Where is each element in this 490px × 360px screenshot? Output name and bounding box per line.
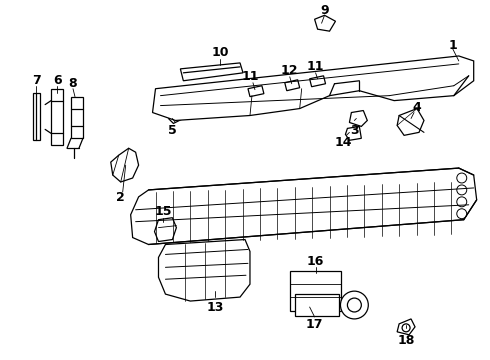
Polygon shape — [285, 80, 300, 91]
Circle shape — [341, 291, 368, 319]
Polygon shape — [345, 126, 361, 140]
Polygon shape — [51, 89, 63, 145]
Polygon shape — [158, 239, 250, 301]
Text: 8: 8 — [69, 77, 77, 90]
Circle shape — [457, 209, 467, 219]
Polygon shape — [33, 93, 40, 140]
Polygon shape — [349, 111, 368, 126]
Text: 15: 15 — [155, 205, 172, 218]
Circle shape — [347, 298, 361, 312]
Text: 12: 12 — [281, 64, 298, 77]
Circle shape — [402, 324, 410, 332]
Polygon shape — [152, 56, 474, 121]
Text: 11: 11 — [241, 70, 259, 83]
Polygon shape — [131, 168, 477, 244]
Text: 13: 13 — [206, 301, 224, 314]
Polygon shape — [315, 15, 336, 31]
Polygon shape — [397, 109, 424, 135]
Polygon shape — [71, 96, 83, 138]
Circle shape — [457, 197, 467, 207]
Bar — [290, 271, 342, 311]
Text: 4: 4 — [413, 101, 421, 114]
Polygon shape — [397, 319, 415, 335]
Polygon shape — [248, 86, 264, 96]
Text: 5: 5 — [168, 124, 177, 137]
Text: 16: 16 — [307, 255, 324, 268]
Text: 3: 3 — [350, 124, 359, 137]
Text: 9: 9 — [320, 4, 329, 17]
Bar — [294, 294, 340, 316]
Text: 7: 7 — [32, 74, 41, 87]
Text: 1: 1 — [448, 39, 457, 51]
Circle shape — [457, 173, 467, 183]
Text: 2: 2 — [116, 192, 125, 204]
Polygon shape — [111, 148, 139, 182]
Polygon shape — [169, 113, 185, 123]
Text: 18: 18 — [397, 334, 415, 347]
Polygon shape — [310, 76, 325, 87]
Text: 14: 14 — [335, 136, 352, 149]
Text: 6: 6 — [53, 74, 61, 87]
Text: 17: 17 — [306, 318, 323, 331]
Polygon shape — [180, 63, 243, 81]
Circle shape — [457, 185, 467, 195]
Text: 11: 11 — [307, 60, 324, 73]
Polygon shape — [154, 218, 176, 242]
Text: 10: 10 — [211, 46, 229, 59]
